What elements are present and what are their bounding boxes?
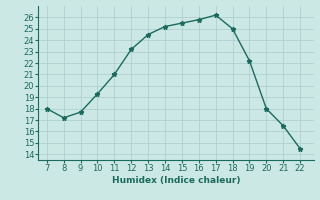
X-axis label: Humidex (Indice chaleur): Humidex (Indice chaleur)	[112, 176, 240, 185]
